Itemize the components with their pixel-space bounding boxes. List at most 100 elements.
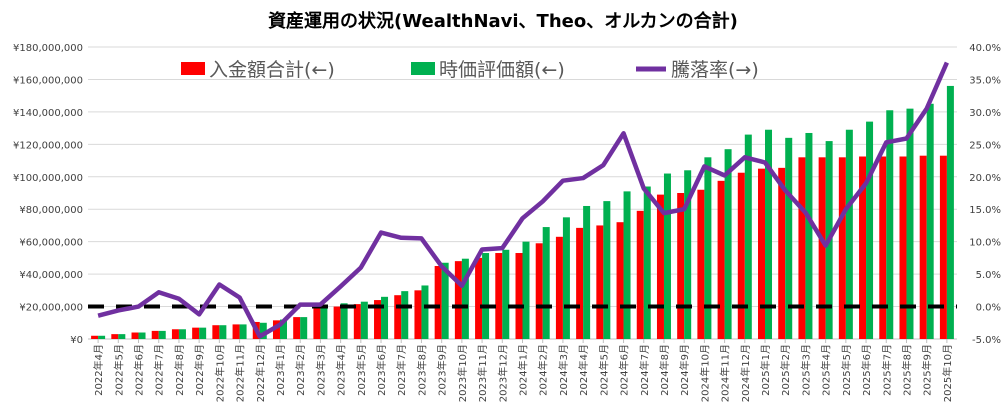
x-tick-label: 2024年10月 bbox=[698, 344, 711, 402]
x-tick-label: 2023年7月 bbox=[395, 344, 408, 396]
market-value-bar bbox=[461, 258, 469, 339]
x-tick-label: 2025年2月 bbox=[779, 344, 792, 396]
left-tick-label: ¥40,000,000 bbox=[19, 270, 83, 281]
right-tick-label: 30.0% bbox=[969, 108, 1001, 119]
x-tick-label: 2023年2月 bbox=[294, 344, 307, 396]
rate-line bbox=[97, 61, 949, 339]
deposit-bar bbox=[758, 168, 766, 339]
market-value-bar bbox=[643, 186, 651, 339]
right-tick-label: 35.0% bbox=[969, 75, 1001, 86]
market-value-bar bbox=[886, 110, 894, 340]
market-value-bar bbox=[320, 307, 328, 339]
market-value-bar bbox=[401, 291, 409, 339]
market-value-bar bbox=[259, 322, 267, 339]
deposit-bar bbox=[414, 290, 422, 339]
market-value-bar bbox=[340, 303, 348, 339]
right-tick-label: 40.0% bbox=[969, 43, 1001, 54]
deposit-bar bbox=[131, 332, 139, 339]
deposit-bar bbox=[394, 295, 402, 339]
market-value-bar bbox=[98, 335, 106, 339]
deposit-bar bbox=[475, 257, 483, 339]
left-tick-label: ¥20,000,000 bbox=[19, 303, 83, 314]
left-tick-label: ¥80,000,000 bbox=[19, 205, 83, 216]
legend-label: 時価評価額(←) bbox=[439, 59, 565, 81]
deposit-bar bbox=[879, 156, 887, 339]
deposit-bar bbox=[353, 304, 361, 339]
x-tick-label: 2023年8月 bbox=[415, 344, 428, 396]
market-value-bar bbox=[542, 227, 550, 339]
x-tick-label: 2023年10月 bbox=[456, 344, 469, 402]
market-value-bar bbox=[239, 324, 247, 339]
market-value-bar bbox=[583, 205, 591, 339]
market-value-bar bbox=[805, 132, 813, 339]
deposit-bar bbox=[151, 330, 159, 339]
market-value-bar bbox=[178, 329, 186, 339]
market-value-bar bbox=[421, 285, 429, 339]
x-tick-label: 2022年6月 bbox=[133, 344, 146, 396]
x-tick-label: 2024年6月 bbox=[618, 344, 631, 396]
market-value-bar bbox=[219, 325, 227, 339]
deposit-bar bbox=[232, 324, 240, 339]
deposit-bar bbox=[636, 210, 644, 339]
x-tick-label: 2024年12月 bbox=[739, 344, 752, 402]
market-value-bar bbox=[926, 103, 934, 340]
x-tick-label: 2022年12月 bbox=[254, 344, 267, 402]
deposit-bar bbox=[798, 157, 806, 339]
market-value-bar bbox=[279, 319, 287, 339]
deposit-bar bbox=[939, 155, 947, 339]
deposit-bar bbox=[656, 194, 664, 339]
x-tick-label: 2025年8月 bbox=[900, 344, 913, 396]
x-tick-label: 2022年7月 bbox=[153, 344, 166, 396]
deposit-bar bbox=[919, 155, 927, 339]
x-axis-ticks: 2022年4月 2022年5月 2022年6月 2022年7月 2022年8月 2022年… bbox=[92, 339, 954, 402]
deposit-bar bbox=[677, 193, 685, 339]
deposit-bar bbox=[818, 157, 826, 339]
right-tick-label: -5.0% bbox=[972, 335, 1001, 346]
market-value-bar bbox=[158, 330, 166, 339]
x-tick-label: 2024年9月 bbox=[678, 344, 691, 396]
market-value-bar bbox=[906, 108, 914, 340]
market-value-bar bbox=[118, 334, 126, 339]
x-tick-label: 2024年5月 bbox=[597, 344, 610, 396]
x-tick-label: 2023年9月 bbox=[436, 344, 449, 396]
x-tick-label: 2024年2月 bbox=[537, 344, 550, 396]
x-tick-label: 2024年3月 bbox=[557, 344, 570, 396]
x-tick-label: 2022年8月 bbox=[173, 344, 186, 396]
market-value-bar bbox=[663, 173, 671, 339]
x-tick-label: 2024年7月 bbox=[638, 344, 651, 396]
x-tick-label: 2023年3月 bbox=[314, 344, 327, 396]
deposit-bar bbox=[434, 266, 442, 339]
x-tick-label: 2024年11月 bbox=[719, 344, 732, 402]
legend-swatch-1 bbox=[411, 62, 435, 75]
left-tick-label: ¥160,000,000 bbox=[13, 75, 83, 86]
market-value-bar bbox=[199, 327, 207, 339]
deposit-bar bbox=[838, 157, 846, 339]
deposit-bar bbox=[717, 180, 725, 339]
x-tick-label: 2025年6月 bbox=[860, 344, 873, 396]
market-value-bar bbox=[866, 121, 874, 339]
market-value-bar bbox=[562, 217, 570, 339]
deposit-bar bbox=[272, 320, 280, 339]
right-tick-label: 25.0% bbox=[969, 140, 1001, 151]
left-axis-ticks: ¥0 ¥20,000,000 ¥40,000,000 ¥60,000,000 ¥80,0… bbox=[13, 43, 83, 346]
left-tick-label: ¥60,000,000 bbox=[19, 238, 83, 249]
x-tick-label: 2022年4月 bbox=[92, 344, 105, 396]
deposit-bar bbox=[697, 189, 705, 339]
market-value-bar bbox=[704, 157, 712, 339]
x-tick-label: 2023年1月 bbox=[274, 344, 287, 396]
x-tick-label: 2024年1月 bbox=[517, 344, 530, 396]
market-value-bar bbox=[724, 149, 732, 339]
deposit-bar bbox=[899, 156, 907, 339]
deposit-bar bbox=[374, 300, 382, 339]
x-tick-label: 2022年11月 bbox=[234, 344, 247, 402]
market-value-bar bbox=[785, 137, 793, 339]
deposit-bar bbox=[212, 325, 220, 339]
deposit-bar bbox=[313, 308, 321, 339]
left-tick-label: ¥180,000,000 bbox=[13, 43, 83, 54]
x-tick-label: 2022年10月 bbox=[213, 344, 226, 402]
right-tick-label: 0.0% bbox=[976, 303, 1001, 314]
x-tick-label: 2025年3月 bbox=[799, 344, 812, 396]
market-value-bar bbox=[522, 241, 530, 339]
x-tick-label: 2024年8月 bbox=[658, 344, 671, 396]
